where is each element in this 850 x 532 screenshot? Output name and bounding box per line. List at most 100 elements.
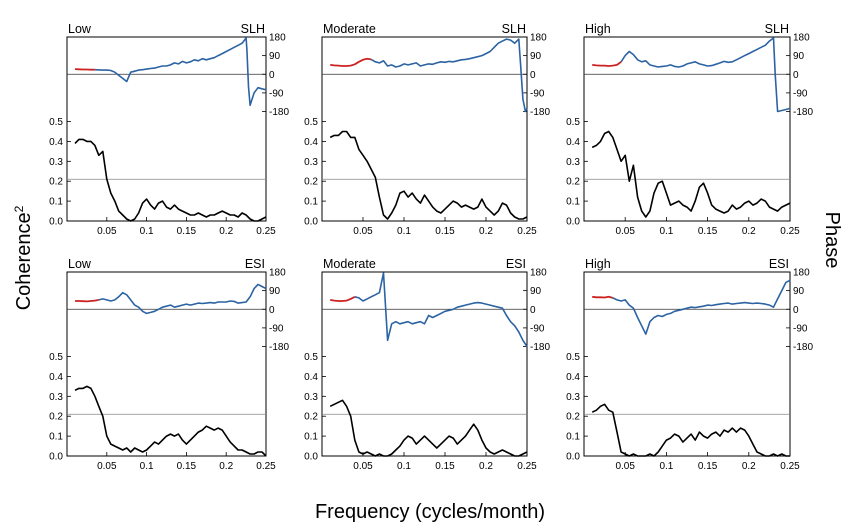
x-tick-label: 0.25 (256, 461, 276, 472)
panel-title-right: SLH (502, 22, 526, 36)
x-tick-label: 0.2 (219, 461, 233, 472)
phase-tick-label: -180 (793, 342, 813, 353)
phase-line (94, 37, 267, 107)
chart-panel-5: Moderate ESI 180 90 0 -90 -180 0.0 0.1 0.2 0.3 0.4 0… (304, 257, 550, 472)
phase-line-highlight (330, 57, 372, 67)
coherence-tick-label: 0.3 (566, 392, 580, 403)
coherence-tick-label: 0.0 (304, 452, 318, 463)
coherence-line (74, 138, 267, 222)
panel-title-left: Moderate (323, 257, 376, 271)
x-tick-label: 0.1 (397, 226, 411, 237)
x-tick-label: 0.1 (659, 461, 673, 472)
x-tick-label: 0.25 (256, 226, 276, 237)
phase-tick-label: 90 (793, 286, 805, 297)
phase-tick-label: 180 (530, 33, 547, 44)
phase-tick-label: -90 (269, 88, 284, 99)
phase-line (620, 37, 791, 113)
x-axis-label: Frequency (cycles/month) (315, 501, 545, 523)
phase-tick-label: -90 (793, 323, 808, 334)
x-tick-label: 0.1 (659, 226, 673, 237)
coherence-line (591, 403, 790, 457)
phase-tick-label: 90 (530, 286, 542, 297)
coherence-tick-label: 0.2 (49, 177, 63, 188)
phase-line (354, 272, 528, 347)
panels: Low SLH 180 90 0 -90 -180 0.0 0.1 0.2 0.3 0.4 0.5 0.0… (49, 22, 813, 472)
panel-frame (66, 271, 267, 457)
x-tick-label: 0.25 (517, 226, 537, 237)
panel-frame (583, 36, 791, 222)
coherence-line (329, 130, 528, 220)
phase-tick-label: 90 (269, 286, 281, 297)
panel-frame (321, 271, 528, 457)
phase-tick-label: 0 (793, 305, 799, 316)
x-tick-label: 0.15 (435, 461, 455, 472)
coherence-tick-label: 0.3 (566, 157, 580, 168)
chart-panel-4: Low ESI 180 90 0 -90 -180 0.0 0.1 0.2 0.3 0.4 0.5 0.0… (49, 257, 289, 472)
phase-tick-label: -180 (530, 342, 550, 353)
coherence-tick-label: 0.1 (566, 197, 580, 208)
coherence-line (74, 385, 267, 457)
x-tick-label: 0.1 (140, 461, 154, 472)
coherence-tick-label: 0.3 (304, 157, 318, 168)
coherence-tick-label: 0.5 (49, 117, 63, 128)
coherence-tick-label: 0.0 (304, 217, 318, 228)
phase-tick-label: 90 (530, 51, 542, 62)
coherence-tick-label: 0.5 (304, 117, 318, 128)
panel-frame (321, 36, 528, 222)
phase-tick-label: -180 (530, 107, 550, 118)
chart-panel-3: High SLH 180 90 0 -90 -180 0.0 0.1 0.2 0.3 0.4 0.5 0.… (566, 22, 813, 237)
phase-tick-label: -90 (530, 88, 545, 99)
y-axis-label-left-superscript: 2 (12, 205, 26, 212)
panel-title-left: High (585, 22, 611, 36)
chart-panel-2: Moderate SLH 180 90 0 -90 -180 0.0 0.1 0.2 0.3 0.4 0… (304, 22, 550, 237)
phase-tick-label: 0 (793, 70, 799, 81)
x-tick-label: 0.2 (479, 461, 493, 472)
x-tick-label: 0.15 (177, 461, 197, 472)
coherence-tick-label: 0.4 (566, 137, 580, 148)
coherence-tick-label: 0.2 (566, 177, 580, 188)
x-tick-label: 0.2 (742, 226, 756, 237)
phase-line-highlight (75, 299, 99, 303)
phase-tick-label: 180 (793, 268, 810, 279)
coherence-tick-label: 0.1 (304, 432, 318, 443)
coherence-tick-label: 0.2 (566, 412, 580, 423)
panel-title-right: ESI (506, 257, 526, 271)
phase-line-highlight (74, 68, 95, 71)
coherence-tick-label: 0.2 (49, 412, 63, 423)
panel-title-right: ESI (245, 257, 265, 271)
phase-tick-label: -180 (793, 107, 813, 118)
panel-title-left: Low (68, 257, 92, 271)
x-tick-label: 0.05 (353, 461, 373, 472)
phase-tick-label: -90 (793, 88, 808, 99)
phase-tick-label: -90 (530, 323, 545, 334)
phase-tick-label: 0 (530, 305, 536, 316)
phase-tick-label: -180 (269, 342, 289, 353)
phase-tick-label: 0 (269, 305, 275, 316)
coherence-tick-label: 0.5 (49, 352, 63, 363)
phase-line-highlight (592, 61, 622, 67)
x-tick-label: 0.05 (615, 226, 635, 237)
coherence-tick-label: 0.0 (566, 452, 580, 463)
coherence-tick-label: 0.5 (566, 352, 580, 363)
coherence-tick-label: 0.1 (304, 197, 318, 208)
coherence-tick-label: 0.4 (566, 372, 580, 383)
coherence-tick-label: 0.0 (49, 217, 63, 228)
coherence-tick-label: 0.3 (49, 392, 63, 403)
coherence-line (329, 399, 528, 457)
x-tick-label: 0.1 (140, 226, 154, 237)
phase-tick-label: -180 (269, 107, 289, 118)
phase-tick-label: 0 (269, 70, 275, 81)
y-axis-label-right: Phase (821, 212, 843, 269)
x-tick-label: 0.15 (177, 226, 197, 237)
x-tick-label: 0.05 (97, 226, 117, 237)
panel-title-left: High (585, 257, 611, 271)
phase-line (98, 283, 267, 315)
coherence-tick-label: 0.0 (566, 217, 580, 228)
coherence-tick-label: 0.4 (49, 372, 63, 383)
phase-tick-label: 90 (269, 51, 281, 62)
panel-title-right: ESI (769, 257, 789, 271)
y-axis-label-left: Coherence2 (12, 205, 35, 310)
panel-title-left: Low (68, 22, 92, 36)
x-tick-label: 0.1 (397, 461, 411, 472)
